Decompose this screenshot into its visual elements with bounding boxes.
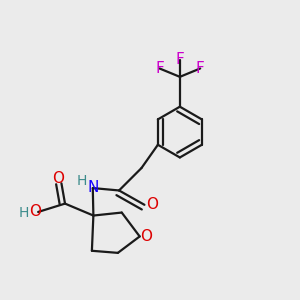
Text: H: H — [19, 206, 29, 220]
Text: F: F — [196, 61, 205, 76]
Text: N: N — [87, 180, 98, 195]
Text: O: O — [140, 229, 152, 244]
Text: O: O — [146, 197, 158, 212]
Text: F: F — [155, 61, 164, 76]
Text: O: O — [29, 205, 41, 220]
Text: H: H — [76, 174, 87, 188]
Text: F: F — [176, 52, 184, 67]
Text: O: O — [52, 171, 64, 186]
